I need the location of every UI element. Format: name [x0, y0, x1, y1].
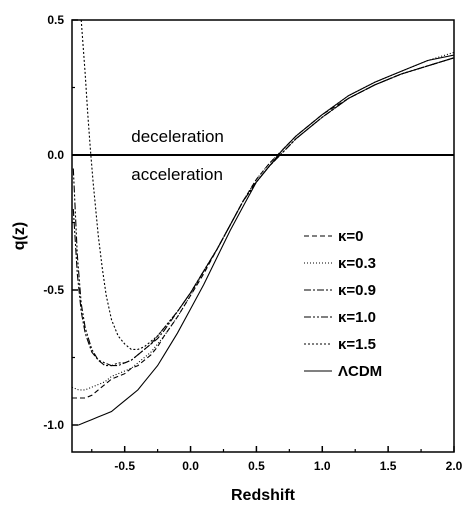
axis-tick-labels: -0.5 0.0 0.5 1.0 1.5 2.0 0.5 0.0 -0.5 -1.0 — [43, 13, 462, 473]
series-line-kappa-0-3 — [72, 51, 454, 391]
legend-label: κ=0.9 — [338, 282, 376, 299]
legend-label: κ=1.5 — [338, 336, 376, 353]
axis-ticks — [72, 19, 455, 452]
annotations: deceleration acceleration — [131, 127, 224, 184]
y-tick-label: -0.5 — [43, 283, 64, 297]
legend-label: κ=0.3 — [338, 255, 376, 272]
series-line-kappa-0 — [72, 57, 454, 399]
annotation-deceleration: deceleration — [131, 127, 224, 146]
x-tick-label: 2.0 — [446, 459, 463, 473]
x-tick-label: 1.0 — [314, 459, 331, 473]
y-axis-title: q(z) — [11, 222, 28, 250]
legend-label: κ=1.0 — [338, 309, 376, 326]
x-tick-label: 0.0 — [182, 459, 199, 473]
series-line-kappa-1-5 — [80, 20, 454, 350]
legend: κ=0 κ=0.3 κ=0.9 κ=1.0 κ=1.5 ΛCDM — [304, 228, 382, 380]
series-line-kappa-0-9 — [72, 57, 454, 367]
series-line-kappa-1-0 — [72, 57, 454, 367]
curve-group — [72, 20, 454, 426]
x-axis-title: Redshift — [231, 487, 296, 504]
x-tick-label: -0.5 — [114, 459, 135, 473]
y-tick-label: 0.0 — [47, 148, 64, 162]
x-tick-label: 0.5 — [248, 459, 265, 473]
y-tick-label: -1.0 — [43, 418, 64, 432]
series-line-lcdm — [72, 54, 454, 426]
x-tick-label: 1.5 — [380, 459, 397, 473]
annotation-acceleration: acceleration — [131, 165, 223, 184]
legend-label: ΛCDM — [338, 363, 382, 380]
plot-frame — [71, 19, 455, 453]
legend-label: κ=0 — [338, 228, 363, 245]
y-tick-label: 0.5 — [47, 13, 64, 27]
